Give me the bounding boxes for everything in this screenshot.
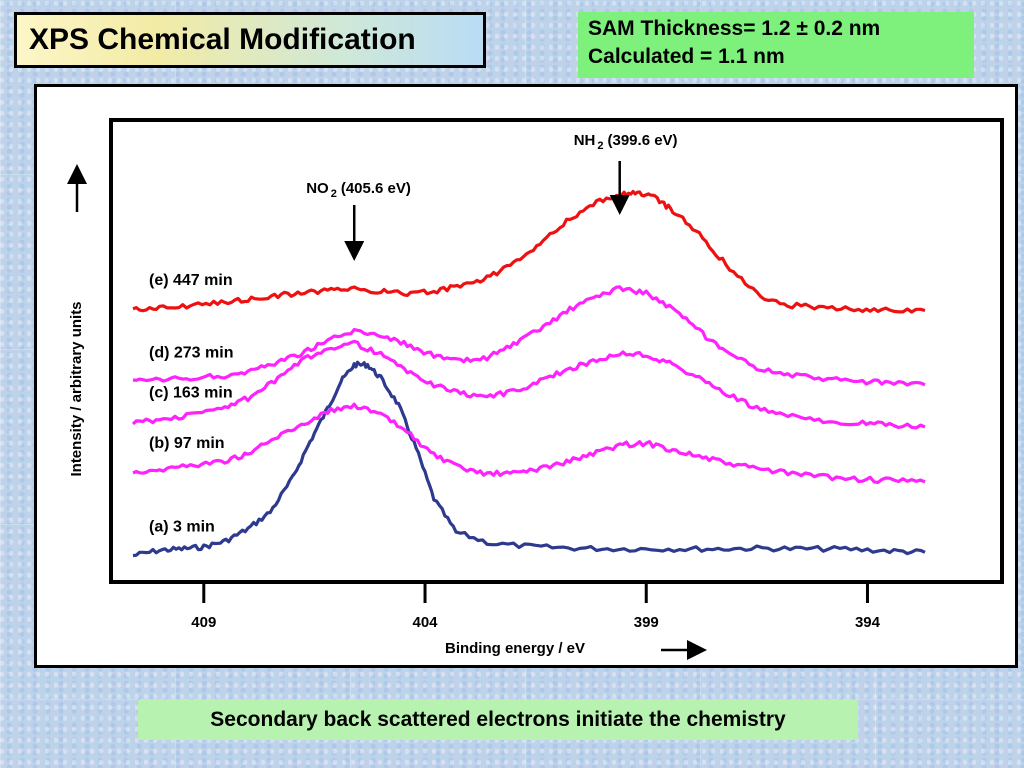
x-axis-label: Binding energy / eV xyxy=(445,640,585,657)
series-labels: (a) 3 min (b) 97 min (c) 163 min (d) 273 mi… xyxy=(149,272,233,535)
slide-title: XPS Chemical Modification xyxy=(14,12,486,68)
x-tick-label-394: 394 xyxy=(855,614,881,631)
series-line-3 xyxy=(132,285,926,387)
series-line-2 xyxy=(131,339,926,430)
chart-panel: Intensity / arbitrary units Binding ener… xyxy=(34,84,1018,668)
series-label-2: (c) 163 min xyxy=(149,385,233,402)
y-axis-label: Intensity / arbitrary units xyxy=(68,301,85,476)
series-line-1 xyxy=(132,402,926,484)
series-label-1: (b) 97 min xyxy=(149,435,225,452)
x-tick-label-399: 399 xyxy=(634,614,659,631)
series-line-0 xyxy=(132,360,926,558)
sam-calculated-line: Calculated = 1.1 nm xyxy=(588,45,785,68)
caption-box: Secondary back scattered electrons initi… xyxy=(138,700,858,740)
series-label-3: (d) 273 min xyxy=(149,344,233,361)
x-ticks: 409 404 399 394 xyxy=(191,584,881,631)
x-tick-label-409: 409 xyxy=(191,614,216,631)
series-curves xyxy=(131,189,926,558)
series-label-0: (a) 3 min xyxy=(149,519,215,536)
series-line-4 xyxy=(132,189,926,314)
xps-chart: Intensity / arbitrary units Binding ener… xyxy=(67,118,1004,660)
sam-thickness-box: SAM Thickness= 1.2 ± 0.2 nm Calculated =… xyxy=(578,12,974,78)
plot-frame xyxy=(109,118,1004,584)
x-tick-label-404: 404 xyxy=(413,614,439,631)
series-label-4: (e) 447 min xyxy=(149,272,233,289)
annotation-no2: NO 2 (405.6 eV) xyxy=(306,180,411,200)
annotation-nh2: NH 2 (399.6 eV) xyxy=(574,132,678,152)
peak-annotations: NO 2 (405.6 eV) NH 2 (399.6 eV) xyxy=(306,132,678,261)
sam-thickness-line: SAM Thickness= 1.2 ± 0.2 nm xyxy=(588,17,881,40)
